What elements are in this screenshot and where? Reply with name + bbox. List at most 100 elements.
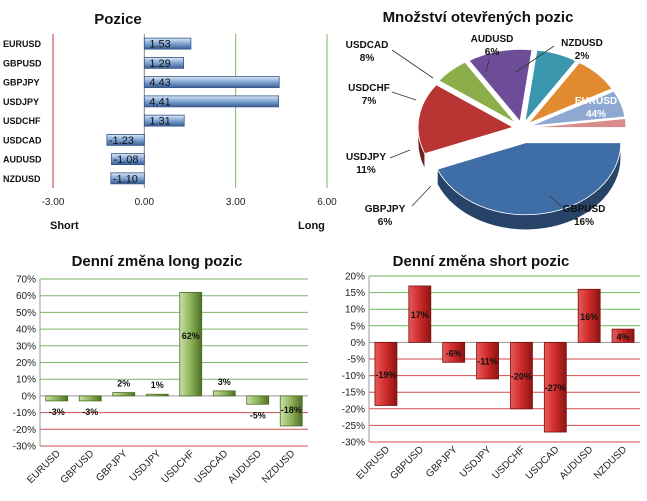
y-tick-label: -20% bbox=[342, 404, 365, 415]
y-tick-label: 5% bbox=[351, 321, 366, 332]
bar bbox=[577, 288, 601, 343]
bar bbox=[279, 395, 303, 427]
slice-value-label: 6% bbox=[485, 47, 500, 58]
bar bbox=[106, 133, 145, 146]
category-label: GBPUSD bbox=[59, 448, 97, 486]
y-tick-label: 0% bbox=[351, 338, 366, 349]
pie-slice bbox=[530, 118, 627, 128]
slice-category-label: USDJPY bbox=[346, 152, 386, 163]
y-tick-label: -10% bbox=[13, 408, 36, 419]
bar bbox=[111, 153, 145, 166]
category-label: USDCHF bbox=[3, 116, 41, 126]
category-label: NZDUSD bbox=[592, 444, 629, 481]
x-tick-label: -3.00 bbox=[42, 197, 65, 208]
y-tick-label: -10% bbox=[342, 371, 365, 382]
bar bbox=[45, 395, 69, 402]
leader-line bbox=[391, 91, 417, 101]
category-label: GBPJPY bbox=[3, 78, 40, 88]
y-tick-label: -15% bbox=[342, 388, 365, 399]
slice-value-label: 8% bbox=[360, 53, 375, 64]
category-label: GBPUSD bbox=[388, 444, 426, 482]
data-label: -3% bbox=[49, 407, 65, 417]
bar bbox=[476, 341, 499, 380]
bar bbox=[143, 56, 185, 69]
positions-title: Pozice bbox=[94, 11, 142, 28]
y-tick-label: 15% bbox=[345, 288, 365, 299]
category-label: USDJPY bbox=[128, 448, 164, 484]
x-tick-label: 6.00 bbox=[317, 197, 337, 208]
data-label: -11% bbox=[477, 357, 498, 367]
slice-category-label: USDCHF bbox=[348, 83, 390, 94]
data-label: -18% bbox=[281, 405, 302, 415]
slice-value-label: 11% bbox=[356, 165, 376, 176]
category-label: USDJPY bbox=[3, 97, 39, 107]
data-label: 62% bbox=[182, 331, 200, 341]
slice-category-label: GBPJPY bbox=[365, 204, 406, 215]
data-label: -20% bbox=[511, 372, 532, 382]
category-label: USDCHF bbox=[160, 448, 197, 485]
short-change-plot: -30% -25% -20% -15% -10% -5% 0% 5% 10% 15% 20% -19%… bbox=[342, 272, 640, 482]
category-label: USDJPY bbox=[458, 444, 494, 480]
pie-title: Množství otevřených pozic bbox=[383, 9, 574, 26]
data-label: 1.29 bbox=[149, 58, 170, 70]
data-label: 16% bbox=[580, 312, 598, 322]
short-change-title: Denní změna short pozic bbox=[393, 253, 570, 270]
pie-slice bbox=[417, 84, 515, 155]
pie-slice bbox=[468, 49, 533, 123]
slice-value-label: 7% bbox=[362, 96, 377, 107]
bar bbox=[374, 341, 398, 406]
bar bbox=[212, 390, 236, 397]
x-tick-label: 0.00 bbox=[135, 197, 155, 208]
data-label: 17% bbox=[411, 310, 429, 320]
short-label: Short bbox=[50, 220, 79, 232]
data-label: -1.08 bbox=[113, 154, 138, 166]
y-tick-label: 50% bbox=[16, 308, 36, 319]
category-label: USDCHF bbox=[490, 444, 527, 481]
data-label: -1.10 bbox=[113, 173, 138, 185]
y-tick-label: -20% bbox=[13, 425, 36, 436]
category-label: GBPUSD bbox=[3, 58, 42, 68]
slice-value-label: 44% bbox=[586, 109, 606, 120]
y-tick-label: 30% bbox=[16, 341, 36, 352]
bar bbox=[143, 95, 279, 108]
pie-slice bbox=[438, 61, 517, 124]
y-tick-label: 40% bbox=[16, 325, 36, 336]
data-label: 4.43 bbox=[149, 77, 170, 89]
y-tick-label: 70% bbox=[16, 275, 36, 286]
long-change-chart: Denní změna long pozic -30% -20% -10% 0% 10%… bbox=[13, 253, 308, 486]
slice-category-label: AUDUSD bbox=[471, 34, 514, 45]
bar bbox=[78, 395, 102, 402]
data-label: 1% bbox=[151, 380, 164, 390]
data-label: -3% bbox=[82, 407, 98, 417]
data-label: -1.23 bbox=[109, 135, 134, 147]
category-label: EURUSD bbox=[25, 448, 63, 486]
category-label: USDCAD bbox=[524, 444, 562, 482]
bar bbox=[112, 392, 136, 397]
long-change-plot: -30% -20% -10% 0% 10% 20% 30% 40% 50% 60% 70% -3% EU… bbox=[13, 275, 308, 486]
data-label: -19% bbox=[375, 370, 396, 380]
y-tick-label: -30% bbox=[342, 438, 365, 449]
leader-line bbox=[515, 45, 555, 73]
y-tick-label: 20% bbox=[345, 272, 365, 283]
bar bbox=[143, 76, 280, 89]
y-tick-label: -25% bbox=[342, 421, 365, 432]
bar bbox=[611, 328, 635, 343]
category-label: GBPJPY bbox=[94, 448, 130, 484]
category-label: USDCAD bbox=[3, 135, 42, 145]
leader-line bbox=[389, 149, 411, 159]
y-tick-label: -30% bbox=[13, 442, 36, 453]
category-label: AUDUSD bbox=[226, 448, 264, 486]
short-change-chart: Denní změna short pozic -30% -25% -20% -15%… bbox=[342, 253, 640, 482]
slice-value-label: 6% bbox=[378, 217, 393, 228]
slice-category-label: EURUSD bbox=[575, 96, 617, 107]
y-tick-label: -5% bbox=[347, 355, 365, 366]
category-label: EURUSD bbox=[354, 444, 392, 482]
bar bbox=[143, 37, 192, 50]
bar bbox=[246, 395, 270, 405]
data-label: -6% bbox=[446, 348, 462, 358]
y-tick-label: 20% bbox=[16, 358, 36, 369]
data-label: 1.31 bbox=[149, 116, 170, 128]
pie-slice bbox=[528, 62, 613, 124]
leader-line bbox=[411, 185, 432, 207]
